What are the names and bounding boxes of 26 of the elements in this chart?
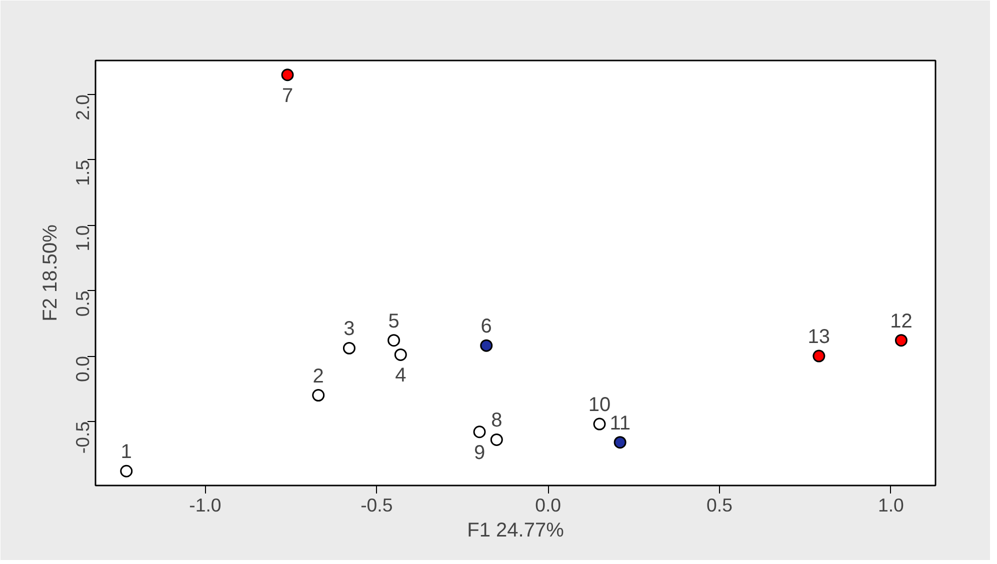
x-tick-label: 1.0 [878,494,904,516]
annotation: 4 [395,364,406,387]
annotation: 7 [282,84,294,107]
x-tick-label: -1.0 [189,494,222,516]
y-tick-label: 0.0 [72,356,93,382]
annotation: 3 [344,318,355,340]
y-tick-label: 1.5 [72,160,93,186]
annotation: 1 [120,441,132,464]
annotation: 9 [474,442,486,464]
annotation: 11 [610,412,630,434]
annotation: 8 [491,410,502,432]
annotation: 12 [890,310,912,332]
y-tick-label: -0.5 [72,421,93,454]
y-tick-label: 2.0 [72,94,93,120]
x-axis-title: F1 24.77% [467,520,564,542]
y-axis-title: F2 18.50% [40,224,62,322]
annotation: 13 [808,326,830,348]
annotation: 5 [388,310,400,332]
annotation: 6 [480,316,492,338]
y-tick-label: 1.0 [72,225,93,252]
annotation: 10 [588,394,611,416]
x-tick-label: 0.0 [535,494,562,516]
annotation: 2 [312,365,324,388]
y-tick-label: 0.5 [72,290,93,317]
x-tick-label: 0.5 [706,494,732,516]
x-tick-label: -0.5 [360,494,393,516]
